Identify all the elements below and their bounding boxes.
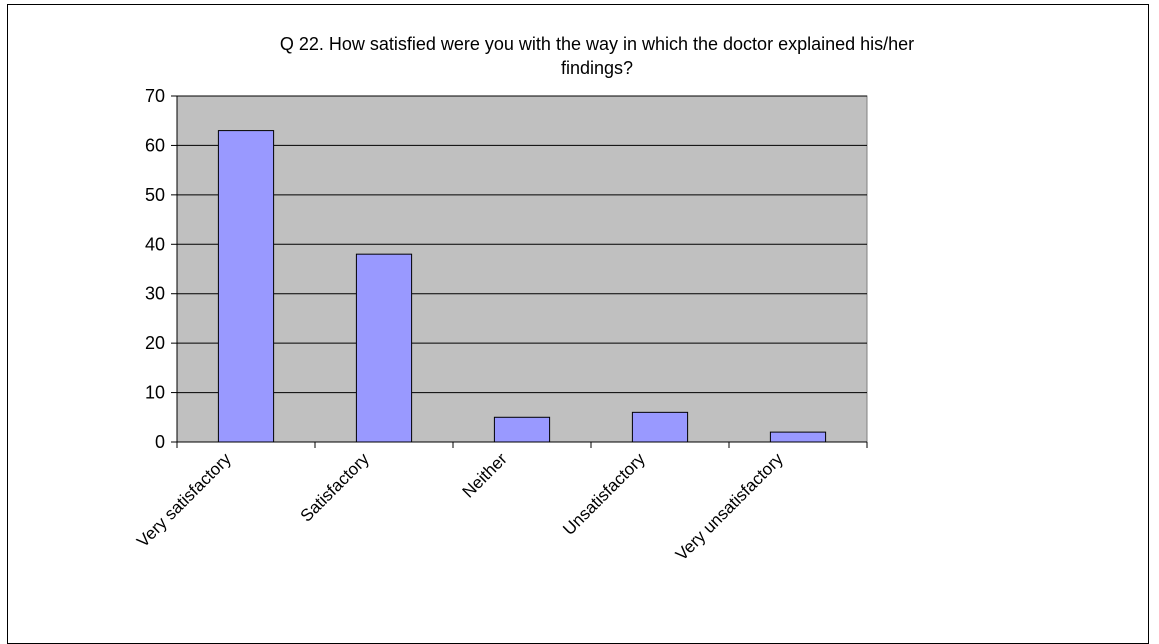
bar <box>769 431 827 443</box>
y-tick-label: 40 <box>145 234 165 254</box>
chart-title-line-2: findings? <box>561 58 633 78</box>
gridlines <box>177 95 867 394</box>
chart-title-line-1: Q 22. How satisfied were you with the wa… <box>280 34 914 54</box>
y-tick-label: 10 <box>145 383 165 403</box>
bar-chart: Q 22. How satisfied were you with the wa… <box>133 34 914 564</box>
y-tick-label: 0 <box>155 432 165 452</box>
x-tick-label: Unsatisfactory <box>559 449 649 539</box>
plot-area <box>176 95 868 443</box>
bar <box>217 130 275 443</box>
bar <box>355 253 413 443</box>
x-tick-label: Satisfactory <box>297 449 374 526</box>
y-tick-label: 30 <box>145 284 165 304</box>
y-tick-labels: 0 10 20 30 40 50 60 70 <box>145 86 165 452</box>
y-tick-label: 20 <box>145 333 165 353</box>
y-tick-label: 70 <box>145 86 165 106</box>
y-tick-label: 60 <box>145 135 165 155</box>
x-tick-label: Very satisfactory <box>133 449 235 551</box>
axes <box>171 95 868 448</box>
x-tick-label: Very unsatisfactory <box>672 449 787 564</box>
bar <box>631 411 689 443</box>
bar <box>493 416 551 443</box>
bars <box>217 130 827 443</box>
x-tick-label: Neither <box>459 449 511 501</box>
y-tick-label: 50 <box>145 185 165 205</box>
x-tick-labels: Very satisfactory Satisfactory Neither Unsa… <box>133 449 787 564</box>
